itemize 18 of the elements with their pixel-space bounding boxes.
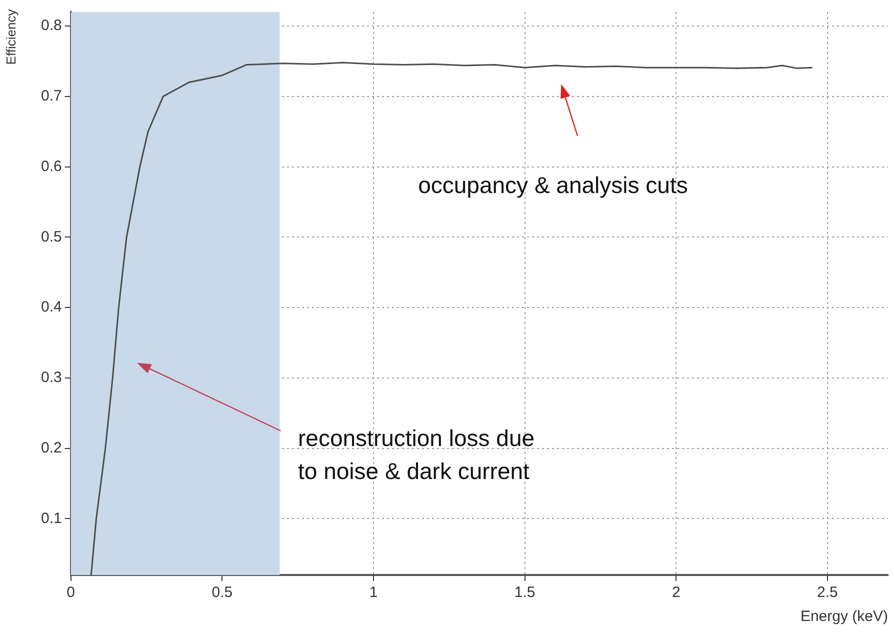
x-tick-label: 2.5 (817, 584, 838, 602)
y-axis-title: Efficiency (4, 8, 19, 65)
x-tick-label: 2 (672, 584, 680, 602)
y-tick-label: 0.1 (40, 510, 62, 527)
y-tick-label: 0.6 (40, 158, 62, 175)
x-axis-title: Energy (keV) (800, 608, 888, 626)
annotation: reconstruction loss due to noise & dark current (298, 425, 535, 484)
y-tick-label: 0.3 (40, 369, 62, 386)
y-tick-label: 0.5 (40, 228, 62, 246)
y-tick-label: 0.8 (40, 17, 62, 34)
x-tick-label: 1.5 (514, 584, 536, 602)
annotation: occupancy & analysis cuts (418, 172, 688, 198)
x-tick-label: 0.5 (212, 584, 233, 602)
y-tick-label: 0.2 (40, 439, 62, 456)
y-tick-label: 0.4 (40, 298, 62, 316)
y-tick-label: 0.7 (40, 88, 62, 105)
x-tick-label: 0 (66, 584, 76, 602)
x-tick-label: 1 (369, 584, 378, 602)
